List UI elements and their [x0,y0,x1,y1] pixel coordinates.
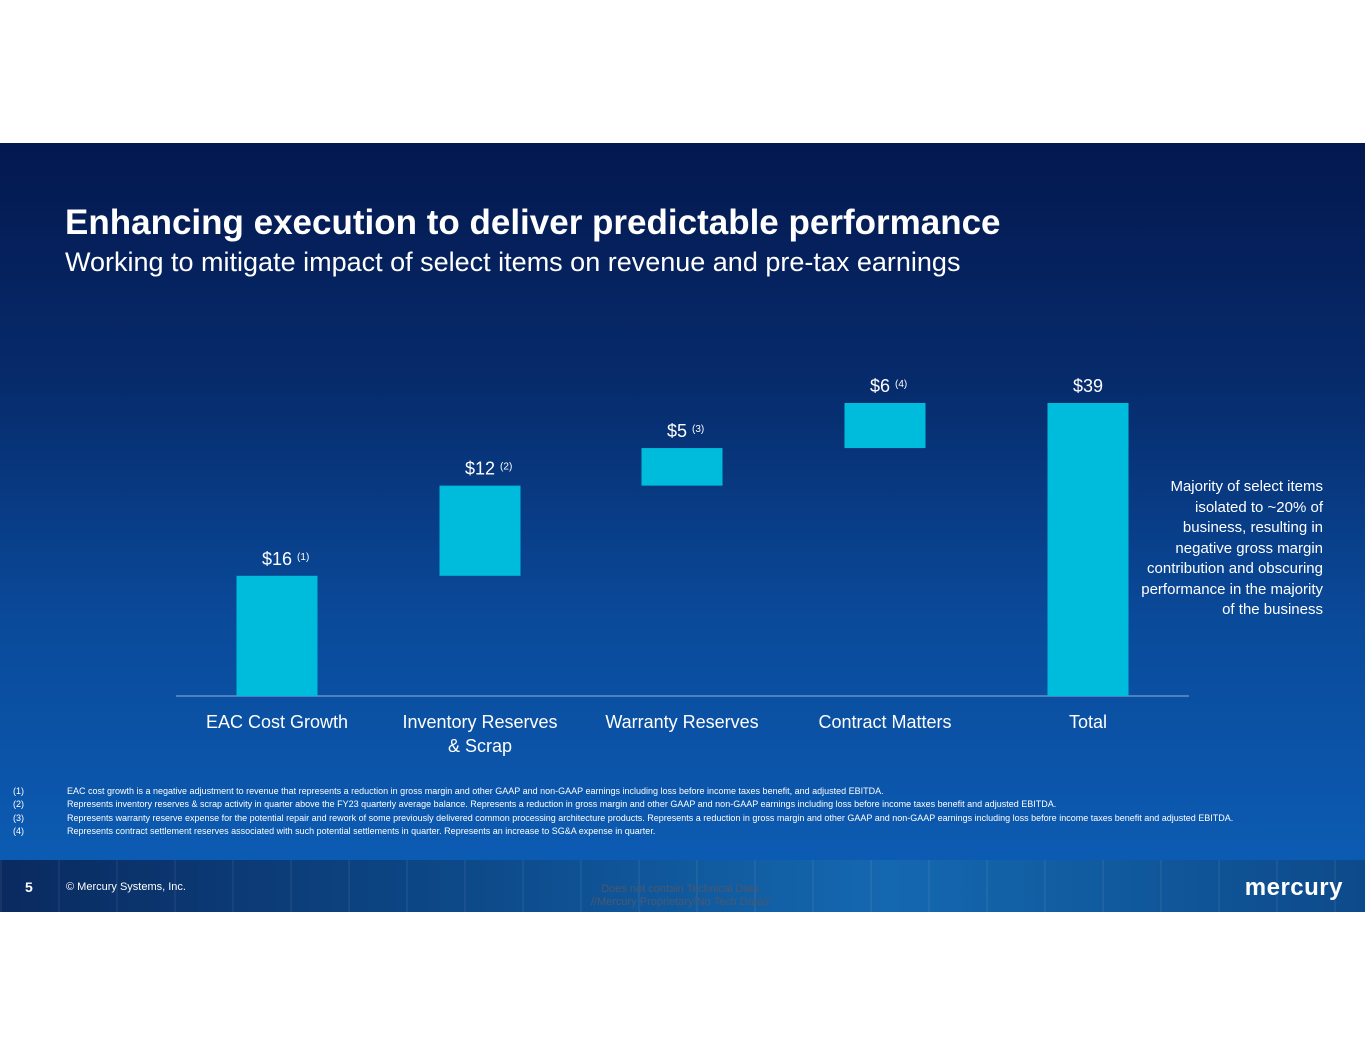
footnote-number: (2) [13,799,24,810]
slide: Enhancing execution to deliver predictab… [0,143,1365,912]
footer-background-pattern [0,860,1365,912]
slide-title: Enhancing execution to deliver predictab… [65,203,1001,242]
footnote-number: (1) [13,786,24,796]
bar-3 [641,448,723,486]
classification-line-2: //Mercury Proprietary/No Tech Data// [590,896,770,908]
bar-5 [1047,403,1129,696]
footnote-number: (4) [13,825,24,836]
bar-2 [439,485,521,576]
footnote-text: Represents inventory reserves & scrap ac… [67,799,1057,810]
footnote-3: (3) Represents warranty reserve expense … [13,812,1343,825]
bar-1 [236,575,318,696]
waterfall-chart: $16 (1) EAC Cost Growth $12 (2) Inventory Res… [176,376,1189,756]
footnote-text: EAC cost growth is a negative adjustment… [67,786,884,796]
data-label-5: $39 [1073,376,1103,396]
mercury-logo: mercury [1244,874,1343,901]
footnotes: (1) EAC cost growth is a negative adjust… [13,785,1343,838]
side-note: Majority of select items isolated to ~20… [1141,478,1323,618]
category-label-3: Warranty Reserves [605,712,758,732]
data-label-3: $5 (3) [667,421,704,441]
footnote-text: Represents contract settlement reserves … [67,825,656,836]
category-label-1: EAC Cost Growth [206,712,348,732]
data-label-2: $12 (2) [465,459,512,479]
footnote-1: (1) EAC cost growth is a negative adjust… [13,785,1343,798]
footnote-number: (3) [13,812,24,823]
slide-subtitle: Working to mitigate impact of select ite… [65,247,961,277]
footnote-4: (4) Represents contract settlement reser… [13,825,1343,838]
footer-bar: 5 © Mercury Systems, Inc. Does not conta… [0,860,1365,912]
category-label-4: Contract Matters [818,712,951,732]
classification-line-1: Does not contain Technical Data [601,883,759,895]
category-label-5: Total [1069,712,1107,732]
data-label-1: $16 (1) [262,549,309,569]
data-label-4: $6 (4) [870,376,907,396]
bar-4 [844,403,926,449]
footnote-text: Represents warranty reserve expense for … [67,812,1234,823]
category-label-2: Inventory Reserves & Scrap [402,712,557,756]
copyright: © Mercury Systems, Inc. [66,881,186,893]
classification-marking: Does not contain Technical Data //Mercur… [540,883,820,909]
page-number: 5 [25,879,33,895]
footnote-2: (2) Represents inventory reserves & scra… [13,798,1343,811]
